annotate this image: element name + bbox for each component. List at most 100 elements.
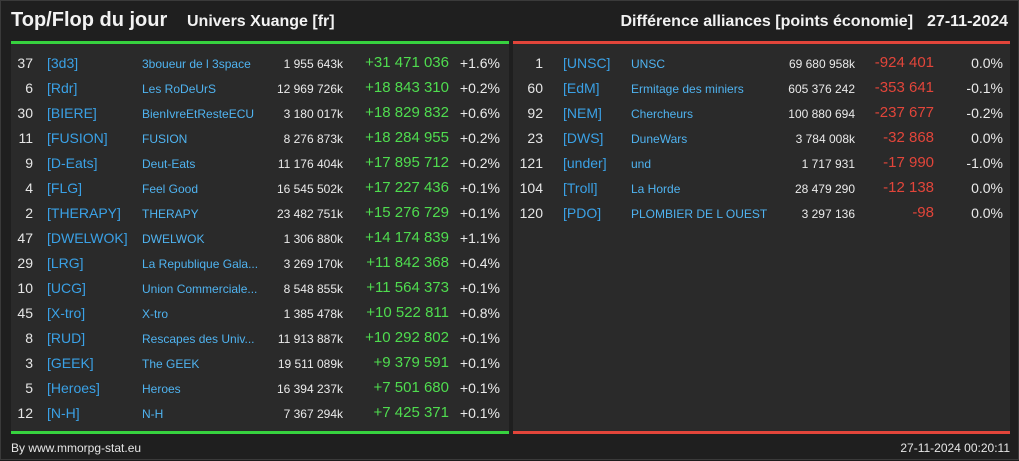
- alliance-points: 11 913 887k: [277, 332, 343, 346]
- top-row: 12 [N-H] N-H 7 367 294k +7 425 371 +0.1%: [11, 402, 509, 427]
- credit-link[interactable]: By www.mmorpg-stat.eu: [11, 441, 142, 455]
- alliance-tag-link[interactable]: [GEEK]: [47, 355, 94, 371]
- alliance-tag-link[interactable]: [D-Eats]: [47, 155, 98, 171]
- alliance-tag-link[interactable]: [Rdr]: [47, 80, 78, 96]
- alliance-tag-link[interactable]: [Heroes]: [47, 380, 100, 396]
- points-difference: +11 564 373: [366, 279, 449, 296]
- flop-row: 60 [EdM] Ermitage des miniers 605 376 242 -3…: [513, 77, 1010, 102]
- points-difference: +14 174 839: [365, 229, 449, 246]
- alliance-name-link[interactable]: Heroes: [142, 382, 181, 396]
- alliance-points: 1 955 643k: [283, 57, 343, 71]
- alliance-tag-link[interactable]: [LRG]: [47, 255, 84, 271]
- points-difference: +18 829 832: [365, 104, 449, 121]
- alliance-tag-link[interactable]: [EdM]: [563, 80, 600, 96]
- alliance-tag-link[interactable]: [Troll]: [563, 180, 598, 196]
- metric-label: Différence alliances [points économie]: [620, 13, 914, 30]
- alliance-name-link[interactable]: DWELWOK: [142, 232, 205, 246]
- points-difference: +15 276 729: [365, 204, 449, 221]
- alliance-points: 23 482 751k: [276, 207, 343, 221]
- percent-change: +1.1%: [459, 230, 500, 246]
- alliance-name-link[interactable]: 3boueur de l 3space: [142, 57, 251, 71]
- alliance-tag-link[interactable]: [NEM]: [563, 105, 602, 121]
- alliance-rank: 29: [17, 255, 33, 271]
- alliance-points: 8 548 855k: [283, 282, 343, 296]
- points-difference: +17 895 712: [365, 154, 449, 171]
- alliance-rank: 9: [25, 155, 33, 171]
- alliance-name-link[interactable]: The GEEK: [142, 357, 200, 371]
- alliance-tag-link[interactable]: [PDO]: [563, 205, 602, 221]
- percent-change: +0.4%: [459, 255, 500, 271]
- percent-change: 0.0%: [971, 55, 1003, 71]
- alliance-name-link[interactable]: PLOMBIER DE L OUEST: [631, 207, 768, 221]
- alliance-tag-link[interactable]: [FLG]: [47, 180, 83, 196]
- points-difference: -12 138: [883, 179, 934, 196]
- alliance-name-link[interactable]: THERAPY: [142, 207, 199, 221]
- top-row: 29 [LRG] La Republique Gala... 3 269 170k +1…: [11, 252, 509, 277]
- alliance-rank: 92: [527, 105, 543, 121]
- alliance-name-link[interactable]: und: [631, 157, 652, 171]
- alliance-tag-link[interactable]: [UCG]: [47, 280, 86, 296]
- percent-change: +0.1%: [459, 205, 500, 221]
- alliance-tag-link[interactable]: [RUD]: [47, 330, 86, 346]
- alliance-name-link[interactable]: La Republique Gala...: [142, 257, 259, 271]
- percent-change: +1.6%: [459, 55, 500, 71]
- alliance-tag-link[interactable]: [DWELWOK]: [47, 230, 128, 246]
- alliance-points: 11 176 404k: [277, 157, 343, 171]
- alliance-points: 7 367 294k: [283, 407, 343, 421]
- points-difference: +9 379 591: [373, 354, 450, 371]
- alliance-tag-link[interactable]: [DWS]: [563, 130, 604, 146]
- alliance-name-link[interactable]: N-H: [142, 407, 164, 421]
- alliance-rank: 121: [519, 155, 543, 171]
- alliance-name-link[interactable]: UNSC: [631, 57, 666, 71]
- alliance-tag-link[interactable]: [X-tro]: [47, 305, 86, 321]
- alliance-points: 19 511 089k: [277, 357, 343, 371]
- universe-label: Univers Xuange [fr]: [187, 13, 335, 30]
- alliance-tag-link[interactable]: [N-H]: [47, 405, 80, 421]
- top-row: 5 [Heroes] Heroes 16 394 237k +7 501 680 +0.1…: [11, 377, 509, 402]
- alliance-rank: 3: [25, 355, 33, 371]
- top-panel: 37 [3d3] 3boueur de l 3space 1 955 643k +31 …: [11, 41, 509, 434]
- alliance-tag-link[interactable]: [UNSC]: [563, 55, 611, 71]
- flop-panel: 1 [UNSC] UNSC 69 680 958k -924 401 0.0% 60 [EdM…: [513, 41, 1010, 434]
- alliance-tag-link[interactable]: [BIERE]: [47, 105, 97, 121]
- alliance-name-link[interactable]: Deut-Eats: [142, 157, 196, 171]
- top-row: 2 [THERAPY] THERAPY 23 482 751k +15 276 729 +…: [11, 202, 509, 227]
- footer: By www.mmorpg-stat.eu 27-11-2024 00:20:1…: [1, 437, 1019, 461]
- top-row: 3 [GEEK] The GEEK 19 511 089k +9 379 591 +0.1…: [11, 352, 509, 377]
- alliance-rank: 1: [535, 55, 543, 71]
- alliance-rank: 37: [17, 55, 33, 71]
- alliance-name-link[interactable]: Les RoDeUrS: [142, 82, 217, 96]
- alliance-name-link[interactable]: Ermitage des miniers: [631, 82, 744, 96]
- percent-change: +0.1%: [459, 330, 500, 346]
- alliance-name-link[interactable]: DuneWars: [631, 132, 688, 146]
- points-difference: +17 227 436: [365, 179, 449, 196]
- percent-change: +0.1%: [459, 355, 500, 371]
- alliance-name-link[interactable]: Chercheurs: [631, 107, 694, 121]
- points-difference: -98: [912, 204, 934, 221]
- alliance-name-link[interactable]: Union Commerciale...: [142, 282, 258, 296]
- alliance-name-link[interactable]: X-tro: [142, 307, 169, 321]
- flop-row: 92 [NEM] Chercheurs 100 880 694 -237 677 -0.2…: [513, 102, 1010, 127]
- alliance-tag-link[interactable]: [3d3]: [47, 55, 79, 71]
- alliance-name-link[interactable]: Feel Good: [142, 182, 199, 196]
- alliance-points: 605 376 242: [788, 82, 855, 96]
- alliance-name-link[interactable]: La Horde: [631, 182, 681, 196]
- alliance-name-link[interactable]: FUSION: [142, 132, 188, 146]
- alliance-tag-link[interactable]: [FUSION]: [47, 130, 108, 146]
- flop-row: 120 [PDO] PLOMBIER DE L OUEST 3 297 136 -98 0…: [513, 202, 1010, 227]
- timestamp: 27-11-2024 00:20:11: [900, 441, 1010, 455]
- alliance-points: 16 394 237k: [276, 382, 343, 396]
- alliance-tag-link[interactable]: [THERAPY]: [47, 205, 121, 221]
- alliance-points: 8 276 873k: [283, 132, 343, 146]
- alliance-tag-link[interactable]: [under]: [563, 155, 607, 171]
- alliance-name-link[interactable]: Rescapes des Univ...: [142, 332, 255, 346]
- alliance-points: 3 297 136: [801, 207, 855, 221]
- alliance-points: 3 180 017k: [283, 107, 343, 121]
- percent-change: +0.1%: [459, 405, 500, 421]
- alliance-rank: 23: [527, 130, 543, 146]
- alliance-points: 1 306 880k: [283, 232, 343, 246]
- header-right: Différence alliances [points économie] 27…: [621, 13, 1009, 31]
- alliance-rank: 6: [25, 80, 33, 96]
- alliance-points: 69 680 958k: [788, 57, 855, 71]
- alliance-name-link[interactable]: BienIvreEtResteECU: [142, 107, 255, 121]
